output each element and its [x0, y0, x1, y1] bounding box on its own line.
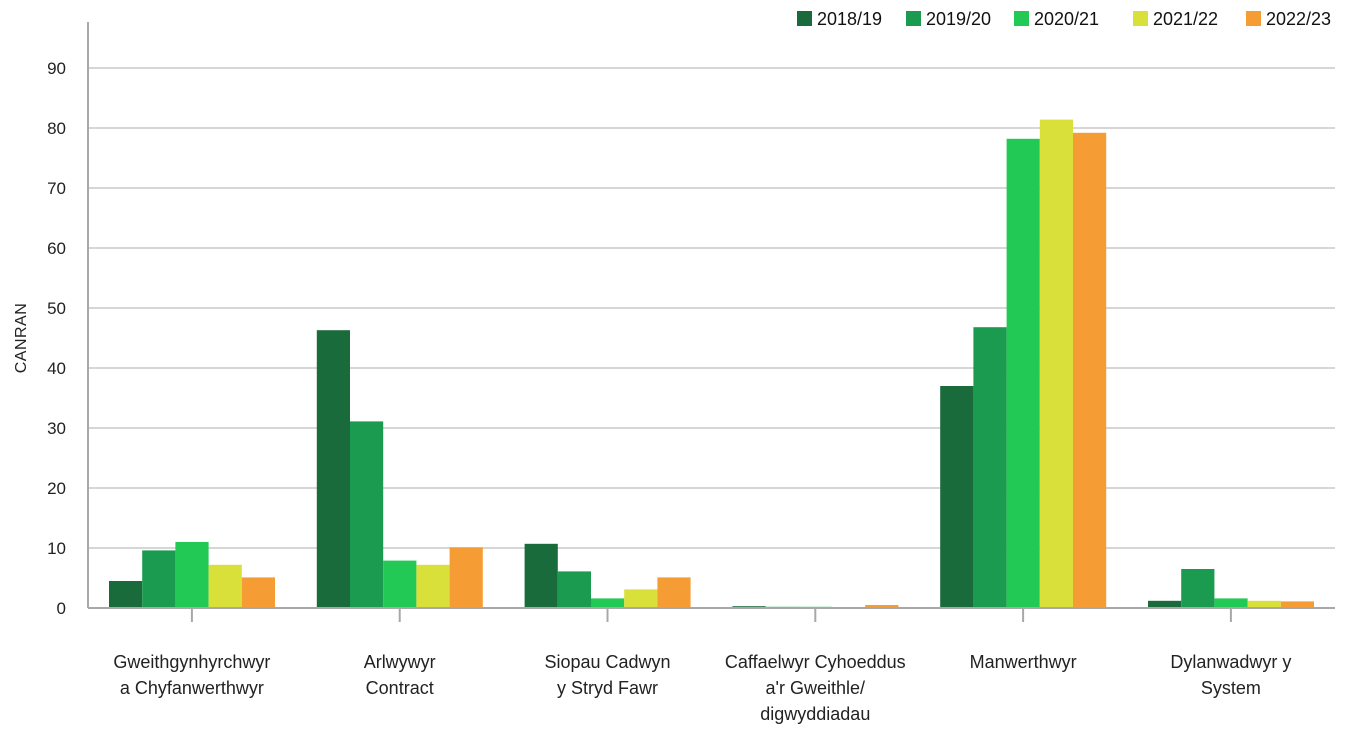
legend-label: 2022/23 [1266, 9, 1331, 29]
bars [109, 119, 1314, 609]
legend-swatch [1014, 11, 1029, 26]
bar-2021-22-2 [624, 589, 658, 608]
bar-2022-23-1 [449, 547, 483, 608]
legend-swatch [1133, 11, 1148, 26]
y-tick-label: 90 [47, 59, 66, 78]
bar-2019-20-5 [1181, 569, 1215, 608]
bar-2019-20-4 [973, 327, 1007, 608]
y-tick-label: 60 [47, 239, 66, 258]
bar-2020-21-4 [1006, 138, 1040, 609]
x-category-labels: Gweithgynhyrchwyr a Chyfanwerthwyr Arlwywy… [113, 652, 1291, 724]
bar-2021-22-4 [1039, 119, 1073, 608]
y-tick-label: 20 [47, 479, 66, 498]
x-category-label: Arlwywyr Contract [364, 652, 436, 698]
bar-2022-23-4 [1073, 132, 1107, 609]
y-axis-title: CANRAN [13, 303, 30, 374]
axes [87, 22, 1335, 622]
bar-2018-19-2 [524, 543, 558, 608]
gridlines [88, 67, 1335, 549]
legend-swatch [797, 11, 812, 26]
bar-2022-23-3 [865, 605, 899, 608]
bar-2022-23-0 [241, 577, 275, 608]
y-tick-label: 50 [47, 299, 66, 318]
bar-2018-19-1 [316, 330, 350, 608]
bar-2019-20-0 [142, 550, 176, 608]
bar-2020-21-2 [591, 598, 625, 608]
legend-swatch [1246, 11, 1261, 26]
bar-2019-20-1 [350, 421, 384, 608]
x-category-label: Caffaelwyr Cyhoeddus a'r Gweithle/digwydd… [725, 652, 906, 724]
y-tick-label: 80 [47, 119, 66, 138]
x-category-label: Siopau Cadwyn y Stryd Fawr [544, 652, 670, 698]
x-category-label: Gweithgynhyrchwyr a Chyfanwerthwyr [113, 652, 270, 698]
y-tick-label: 70 [47, 179, 66, 198]
bar-2020-21-5 [1214, 598, 1248, 608]
x-category-label: Dylanwadwyr y System [1170, 652, 1291, 698]
y-tick-label: 10 [47, 539, 66, 558]
legend-swatch [906, 11, 921, 26]
legend-label: 2020/21 [1034, 9, 1099, 29]
bar-2021-22-5 [1247, 600, 1281, 608]
y-tick-label: 30 [47, 419, 66, 438]
bar-2020-21-0 [175, 542, 209, 608]
legend-label: 2018/19 [817, 9, 882, 29]
y-tick-label: 0 [57, 599, 66, 618]
legend: 2018/19 2019/20 2020/21 2021/22 2022/23 [797, 9, 1331, 29]
y-tick-labels: 0 10 20 30 40 50 60 70 80 90 [47, 59, 66, 618]
y-tick-label: 40 [47, 359, 66, 378]
bar-2022-23-2 [657, 577, 691, 608]
legend-label: 2021/22 [1153, 9, 1218, 29]
bar-2019-20-2 [557, 571, 591, 608]
x-category-label: Manwerthwyr [970, 652, 1077, 672]
bar-2022-23-5 [1280, 601, 1314, 608]
bar-2021-22-0 [208, 564, 242, 608]
bar-2018-19-4 [940, 386, 974, 608]
legend-label: 2019/20 [926, 9, 991, 29]
bar-2018-19-5 [1148, 600, 1182, 608]
bar-2018-19-0 [109, 581, 143, 608]
bar-2021-22-1 [416, 564, 450, 608]
bar-2020-21-1 [383, 560, 417, 608]
